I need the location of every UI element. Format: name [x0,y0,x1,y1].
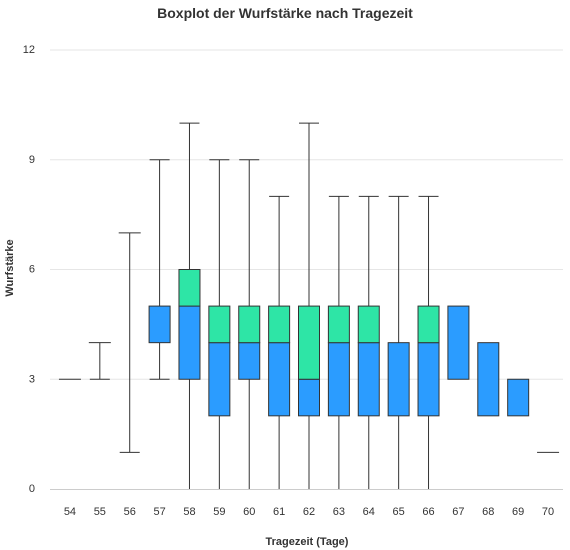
upper-box [178,269,201,307]
x-axis-ticks: 54 55 56 57 58 59 60 61 62 63 64 65 66 67 68 69 70 [64,506,554,518]
y-tick-label: 0 [29,483,35,495]
box-series [58,122,560,489]
x-axis-label: Tragezeit (Tage) [266,536,349,548]
lower-box [327,342,350,417]
box-group [387,195,410,489]
x-tick-label: 67 [452,506,464,518]
x-tick-label: 64 [363,506,375,518]
box-group [507,378,530,417]
box-group [118,232,141,453]
chart-title: Boxplot der Wurfstärke nach Tragezeit [157,5,413,21]
lower-box [477,342,500,417]
upper-box [327,305,350,344]
box-group [88,342,111,380]
x-tick-label: 54 [64,506,76,518]
lower-box [148,305,171,344]
x-tick-label: 66 [422,506,434,518]
x-tick-label: 61 [273,506,285,518]
lower-box [507,378,530,417]
box-group [148,159,171,380]
y-axis-label: Wurfstärke [4,239,16,296]
lower-box [178,305,201,380]
upper-box [238,305,261,344]
x-tick-label: 70 [542,506,554,518]
y-tick-label: 6 [29,264,35,276]
x-tick-label: 69 [512,506,524,518]
x-tick-label: 57 [153,506,165,518]
x-tick-label: 58 [183,506,195,518]
lower-box [357,342,380,417]
box-group [298,122,320,489]
box-group [327,195,350,489]
box-group [417,195,440,489]
upper-box [417,305,440,344]
y-axis-ticks: 0 3 6 9 12 [23,44,35,495]
y-tick-label: 12 [23,44,35,56]
x-tick-label: 63 [333,506,345,518]
upper-box [357,305,380,344]
x-tick-label: 55 [94,506,106,518]
box-group [208,159,231,489]
x-tick-label: 56 [124,506,136,518]
upper-box [298,305,320,380]
x-tick-label: 59 [213,506,225,518]
box-group [268,195,291,489]
box-group [447,305,470,380]
box-group [238,159,261,489]
box-group [357,195,380,489]
x-tick-label: 60 [243,506,255,518]
y-tick-label: 3 [29,373,35,385]
lower-box [268,342,291,417]
lower-box [238,342,261,380]
box-group [477,342,500,417]
lower-box [208,342,231,417]
box-group [178,122,201,489]
lower-box [298,378,320,417]
x-tick-label: 62 [303,506,315,518]
upper-box [208,305,231,344]
lower-box [447,305,470,380]
y-tick-label: 9 [29,154,35,166]
lower-box [417,342,440,417]
upper-box [268,305,291,344]
x-tick-label: 68 [482,506,494,518]
x-tick-label: 65 [393,506,405,518]
lower-box [387,342,410,417]
